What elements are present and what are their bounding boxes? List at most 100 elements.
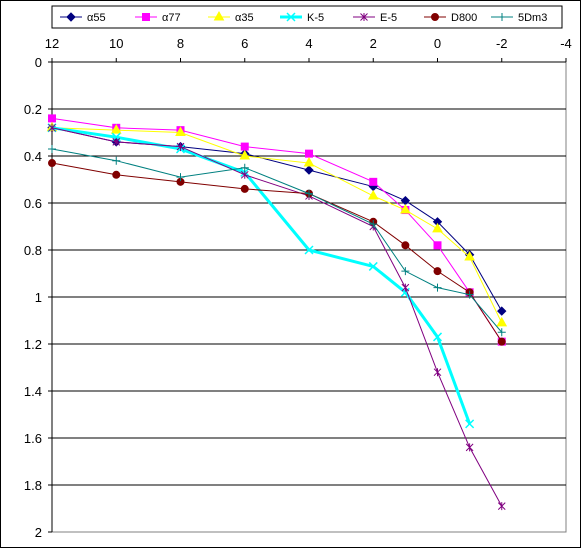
legend-entry: α77	[135, 12, 181, 24]
legend-label: α35	[235, 12, 254, 24]
x-tick-label: 0	[434, 36, 441, 51]
data-point	[401, 283, 410, 292]
data-point	[305, 189, 313, 198]
legend-entry: K-5	[280, 12, 324, 24]
data-point	[239, 149, 251, 160]
legend-label: D800	[451, 12, 477, 24]
series-line	[51, 117, 503, 342]
y-axis: 0 0.2 0.4 0.6 0.8 1 1.2 1.4 1.6 1.8 2	[24, 55, 53, 540]
data-point	[48, 123, 56, 132]
y-tick-label: 1.6	[24, 431, 42, 446]
data-point	[369, 220, 378, 229]
data-point	[240, 163, 249, 172]
legend-label: 5Dm3	[518, 12, 547, 24]
y-tick-label: 0.4	[24, 149, 42, 164]
legend-entry: 5Dm3	[491, 12, 547, 24]
data-point	[48, 144, 56, 153]
data-point	[400, 204, 411, 214]
data-point	[48, 159, 56, 168]
y-tick-label: 0.2	[24, 102, 42, 117]
x-tick-label: 12	[45, 36, 59, 51]
data-point	[110, 124, 122, 134]
series-D800	[48, 159, 506, 346]
data-point	[433, 267, 442, 276]
legend-label: K-5	[307, 12, 324, 24]
legend-entry: D800	[424, 12, 477, 24]
x-axis: 12 10 8 6 4 2 0 -2 -4	[45, 36, 572, 63]
series-line	[51, 162, 503, 342]
x-tick-label: 8	[177, 36, 184, 51]
legend-swatch-marker	[360, 13, 368, 21]
data-point	[48, 114, 56, 123]
y-tick-label: 0.8	[24, 243, 42, 258]
y-tick-label: 2	[35, 525, 42, 540]
x-tick-label: -2	[496, 36, 508, 51]
data-point	[175, 126, 186, 136]
y-tick-label: 0.6	[24, 196, 42, 211]
data-point	[433, 283, 442, 292]
y-tick-label: 1.2	[24, 337, 42, 352]
legend-label: E-5	[380, 12, 397, 24]
legend-label: α55	[87, 12, 106, 24]
series-line	[51, 127, 503, 507]
data-point	[369, 177, 378, 186]
data-point	[465, 290, 474, 299]
data-point	[240, 184, 249, 193]
legend-entry: α35	[208, 10, 254, 24]
x-tick-label: -4	[560, 36, 572, 51]
data-point	[433, 241, 442, 250]
data-point	[240, 170, 249, 179]
series-5Dm3	[48, 144, 506, 337]
data-point	[303, 157, 315, 167]
y-tick-label: 1.4	[24, 384, 42, 399]
series-E-5	[48, 123, 506, 511]
x-tick-label: 6	[241, 36, 248, 51]
data-point	[497, 328, 506, 337]
x-tick-label: 2	[370, 36, 377, 51]
data-point	[497, 306, 507, 316]
data-point	[240, 142, 249, 151]
series-layer	[46, 114, 508, 511]
data-point	[401, 241, 410, 250]
legend-entry: α55	[60, 12, 106, 24]
y-tick-label: 1.8	[24, 478, 42, 493]
data-point	[112, 170, 121, 179]
data-point	[304, 245, 314, 255]
data-point	[433, 368, 442, 377]
legend-swatch-marker	[213, 10, 225, 21]
series-α35	[46, 121, 508, 327]
data-point	[112, 156, 121, 165]
data-point	[112, 137, 121, 146]
data-point	[464, 251, 475, 261]
y-tick-label: 0	[35, 55, 42, 70]
legend-swatch-marker	[142, 13, 150, 21]
legend-swatch-marker	[431, 13, 439, 21]
data-point	[304, 165, 314, 175]
data-point	[305, 149, 313, 158]
y-tick-label: 1	[35, 290, 42, 305]
data-point	[367, 189, 379, 200]
legend-entry: E-5	[353, 12, 397, 24]
data-point	[465, 419, 475, 429]
legend-swatch-marker	[286, 12, 296, 22]
data-point	[497, 502, 506, 511]
legend-swatch-marker	[66, 12, 76, 22]
data-point	[368, 261, 378, 271]
data-point	[465, 443, 474, 452]
data-point	[432, 222, 443, 233]
series-line	[51, 127, 503, 324]
legend-box	[51, 5, 563, 29]
data-point	[176, 142, 185, 151]
legend-label: α77	[162, 12, 181, 24]
data-point	[401, 267, 410, 276]
data-point	[176, 173, 185, 182]
x-tick-label: 4	[305, 36, 312, 51]
data-point	[496, 316, 508, 327]
legend-swatch-marker	[498, 13, 506, 21]
data-point	[497, 337, 506, 346]
data-point	[432, 332, 443, 342]
x-tick-label: 10	[109, 36, 123, 51]
series-line	[51, 148, 503, 333]
legend: α55 α77 α35 K-5 E-5 D800 5Dm3	[51, 5, 563, 29]
